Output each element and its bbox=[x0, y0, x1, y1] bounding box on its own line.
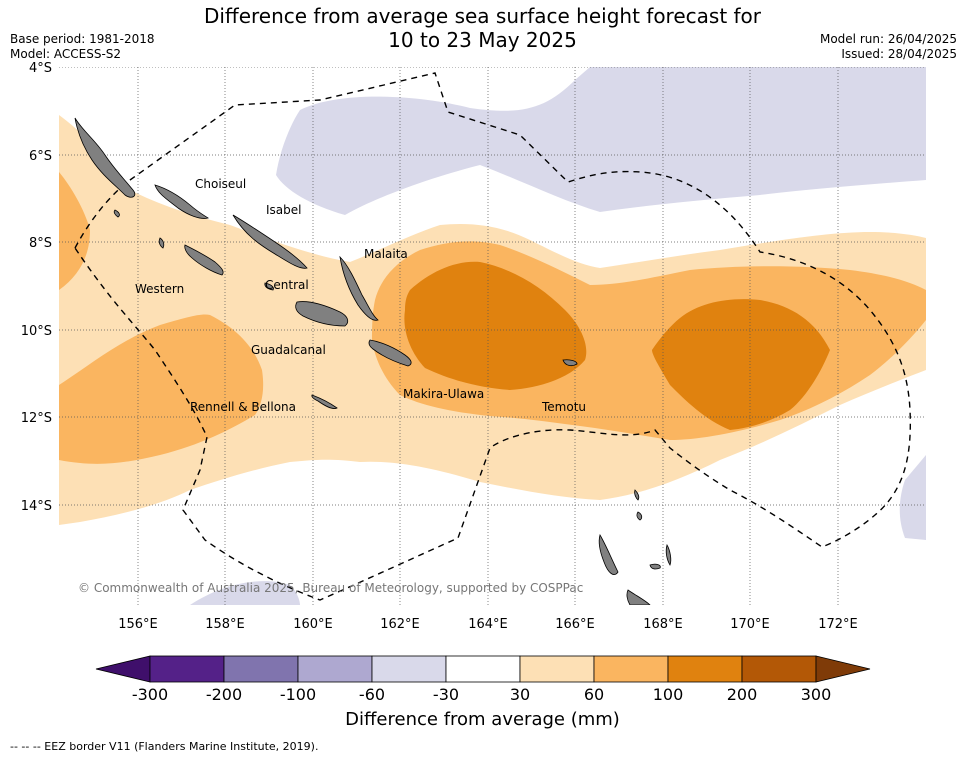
shortland-islet bbox=[113, 209, 120, 218]
label-malaita: Malaita bbox=[364, 247, 408, 261]
guadalcanal-island bbox=[295, 301, 349, 327]
espiritu-santo-island bbox=[598, 534, 619, 575]
issued-date: Issued: 28/04/2025 bbox=[841, 47, 957, 61]
lat-label: 12°S bbox=[21, 411, 52, 426]
lon-label: 156°E bbox=[118, 617, 158, 632]
lat-label: 14°S bbox=[21, 499, 52, 514]
malaita-island bbox=[339, 255, 379, 321]
colorbar-cell bbox=[667, 655, 743, 683]
vanuatu-east-islet bbox=[665, 544, 672, 566]
colorbar-cells bbox=[95, 655, 871, 683]
lat-label: 10°S bbox=[21, 324, 52, 339]
label-isabel: Isabel bbox=[266, 203, 301, 217]
colorbar-cell bbox=[741, 655, 817, 683]
torres-islet bbox=[636, 511, 643, 521]
longitude-labels: 156°E 158°E 160°E 162°E 164°E 166°E 168°… bbox=[118, 617, 858, 632]
bougainville-island bbox=[74, 117, 136, 198]
contour-neg-30-north bbox=[276, 67, 926, 215]
latitude-labels: 4°S 6°S 8°S 10°S 12°S 14°S bbox=[21, 61, 52, 514]
colorbar-tick: 300 bbox=[801, 685, 832, 704]
contour-100-200-west bbox=[404, 261, 587, 390]
metadata-left: Base period: 1981-2018 Model: ACCESS-S2 bbox=[10, 32, 155, 62]
lon-label: 170°E bbox=[730, 617, 770, 632]
model-run: Model run: 26/04/2025 bbox=[819, 32, 957, 46]
isabel-island bbox=[232, 214, 308, 269]
map-area: Choiseul Isabel Malaita Western Central … bbox=[59, 67, 926, 605]
title-line-1: Difference from average sea surface heig… bbox=[203, 4, 762, 28]
rennell-islet bbox=[311, 394, 338, 409]
contour-100-200-east bbox=[652, 299, 830, 430]
lon-label: 168°E bbox=[643, 617, 683, 632]
colorbar-tick: 100 bbox=[653, 685, 684, 704]
santa-isabel-islet bbox=[158, 237, 165, 249]
colorbar-cell bbox=[223, 655, 299, 683]
eez-border bbox=[74, 72, 912, 601]
colorbar-extend-low bbox=[95, 655, 151, 683]
label-makira: Makira-Ulawa bbox=[403, 387, 484, 401]
place-labels: Choiseul Isabel Malaita Western Central … bbox=[135, 177, 586, 414]
colorbar-cell bbox=[371, 655, 447, 683]
makira-island bbox=[368, 339, 412, 367]
choiseul-island bbox=[154, 184, 209, 219]
map-title: Difference from average sea surface heig… bbox=[0, 4, 965, 52]
lat-label: 4°S bbox=[29, 61, 52, 76]
model-name: Model: ACCESS-S2 bbox=[10, 47, 122, 61]
lon-label: 158°E bbox=[205, 617, 245, 632]
lon-label: 164°E bbox=[468, 617, 508, 632]
lon-label: 166°E bbox=[555, 617, 595, 632]
new-georgia-island bbox=[184, 244, 224, 276]
colorbar-cell bbox=[149, 655, 225, 683]
label-temotu: Temotu bbox=[541, 400, 586, 414]
malakula-island bbox=[626, 589, 651, 605]
colorbar-extend-high bbox=[815, 655, 871, 683]
lat-label: 6°S bbox=[29, 149, 52, 164]
colorbar: -300 -200 -100 -60 -30 30 60 100 200 300 bbox=[95, 655, 871, 704]
eez-legend-note: -- -- -- EEZ border V11 (Flanders Marine… bbox=[10, 740, 319, 753]
colorbar-cell bbox=[445, 655, 521, 683]
colorbar-label: Difference from average (mm) bbox=[345, 709, 620, 730]
nggela-islet bbox=[264, 282, 274, 291]
colorbar-tick: 60 bbox=[584, 685, 604, 704]
colorbar-tick: -30 bbox=[433, 685, 459, 704]
colorbar-tick: 200 bbox=[727, 685, 758, 704]
label-guadalcanal: Guadalcanal bbox=[251, 343, 326, 357]
contour-60-100-sw bbox=[59, 314, 264, 464]
landmasses bbox=[74, 117, 672, 605]
colorbar-cell bbox=[297, 655, 373, 683]
colorbar-tick-labels: -300 -200 -100 -60 -30 30 60 100 200 300 bbox=[132, 685, 831, 704]
colorbar-tick: -200 bbox=[206, 685, 242, 704]
metadata-right: Model run: 26/04/2025 Issued: 28/04/2025 bbox=[820, 32, 957, 62]
temotu-islet bbox=[562, 359, 578, 367]
colorbar-tick: 30 bbox=[510, 685, 530, 704]
label-choiseul: Choiseul bbox=[195, 177, 246, 191]
lon-label: 162°E bbox=[380, 617, 420, 632]
contour-neg-30-east bbox=[899, 455, 926, 540]
lon-label: 172°E bbox=[818, 617, 858, 632]
colorbar-tick: -60 bbox=[359, 685, 385, 704]
label-rennell: Rennell & Bellona bbox=[190, 400, 296, 414]
contour-neg-30-south bbox=[190, 581, 300, 605]
lat-label: 8°S bbox=[29, 236, 52, 251]
colorbar-tick: -300 bbox=[132, 685, 168, 704]
lon-label: 160°E bbox=[293, 617, 333, 632]
label-central: Central bbox=[265, 278, 309, 292]
colorbar-tick: -100 bbox=[280, 685, 316, 704]
copyright-note: © Commonwealth of Australia 2025, Bureau… bbox=[78, 581, 583, 595]
contour-60-100-west bbox=[59, 172, 90, 290]
graticule bbox=[59, 67, 926, 605]
title-line-2: 10 to 23 May 2025 bbox=[388, 28, 577, 52]
label-western: Western bbox=[135, 282, 184, 296]
colorbar-cell bbox=[519, 655, 595, 683]
colorbar-cell bbox=[593, 655, 669, 683]
vanuatu-central-islet bbox=[649, 563, 661, 570]
vanuatu-north-islet bbox=[634, 489, 640, 501]
base-period: Base period: 1981-2018 bbox=[10, 32, 155, 46]
